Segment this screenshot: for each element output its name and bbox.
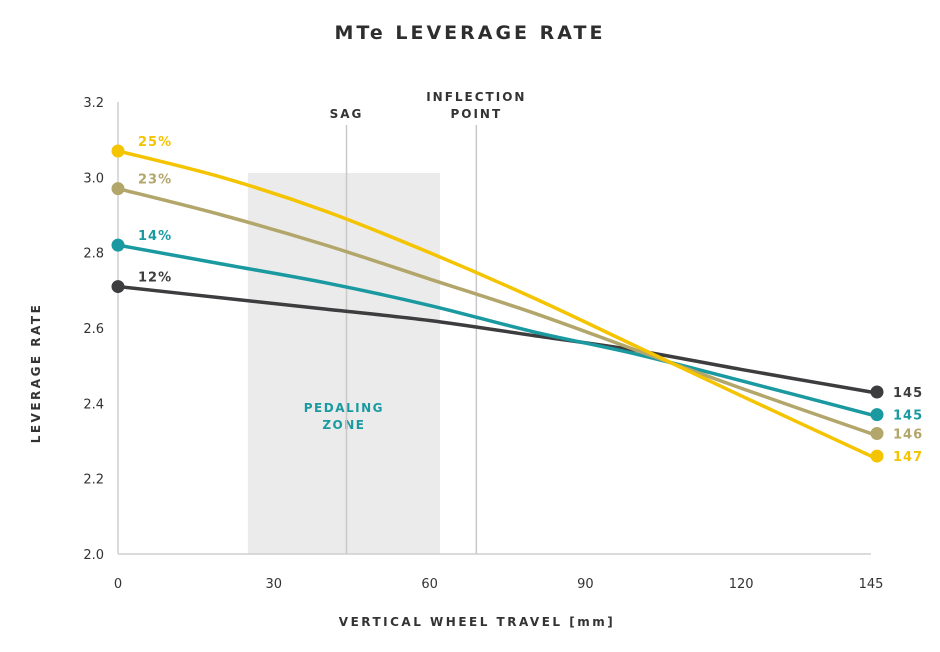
inflection-point-label: INFLECTION — [426, 90, 526, 104]
end-label-25-pct: 147 — [893, 450, 923, 465]
end-marker-25-pct — [870, 449, 884, 463]
x-tick-label: 90 — [577, 577, 594, 592]
y-tick-label: 3.0 — [83, 171, 104, 186]
series-line-25-pct — [116, 149, 873, 458]
y-tick-label: 3.2 — [83, 96, 104, 111]
y-tick-label: 2.2 — [83, 473, 104, 488]
series-line-12-pct — [116, 284, 873, 394]
y-tick-label: 2.0 — [83, 548, 104, 563]
end-label-12-pct: 145 — [893, 386, 923, 401]
x-tick-label: 30 — [266, 577, 283, 592]
start-label-14-pct: 14% — [138, 229, 172, 244]
pedaling-zone-band — [247, 173, 440, 554]
x-axis-label: VERTICAL WHEEL TRAVEL [mm] — [339, 615, 615, 629]
pedaling-zone-label: PEDALING — [304, 401, 384, 415]
x-tick-label: 145 — [859, 577, 884, 592]
pedaling-zone-label: ZONE — [322, 418, 365, 432]
x-tick-label: 120 — [729, 577, 754, 592]
start-marker-12-pct — [111, 280, 125, 294]
end-marker-12-pct — [870, 385, 884, 399]
y-tick-label: 2.4 — [83, 397, 104, 412]
start-label-23-pct: 23% — [138, 173, 172, 188]
y-axis-label: LEVERAGE RATE — [29, 303, 43, 444]
start-marker-14-pct — [111, 238, 125, 252]
end-label-14-pct: 145 — [893, 409, 923, 424]
series-line-23-pct — [116, 186, 873, 436]
end-label-23-pct: 146 — [893, 427, 923, 442]
chart-title: MTe LEVERAGE RATE — [334, 22, 606, 44]
sag-label: SAG — [330, 107, 364, 121]
start-label-25-pct: 25% — [138, 135, 172, 150]
x-tick-label: 60 — [421, 577, 438, 592]
y-tick-label: 2.6 — [83, 322, 104, 337]
inflection-point-label: POINT — [450, 107, 502, 121]
end-marker-14-pct — [870, 408, 884, 422]
y-tick-label: 2.8 — [83, 247, 104, 262]
start-marker-25-pct — [111, 144, 125, 158]
x-tick-label: 0 — [114, 577, 122, 592]
start-label-12-pct: 12% — [138, 271, 172, 286]
series-line-14-pct — [116, 243, 873, 417]
start-marker-23-pct — [111, 182, 125, 196]
end-marker-23-pct — [870, 426, 884, 440]
